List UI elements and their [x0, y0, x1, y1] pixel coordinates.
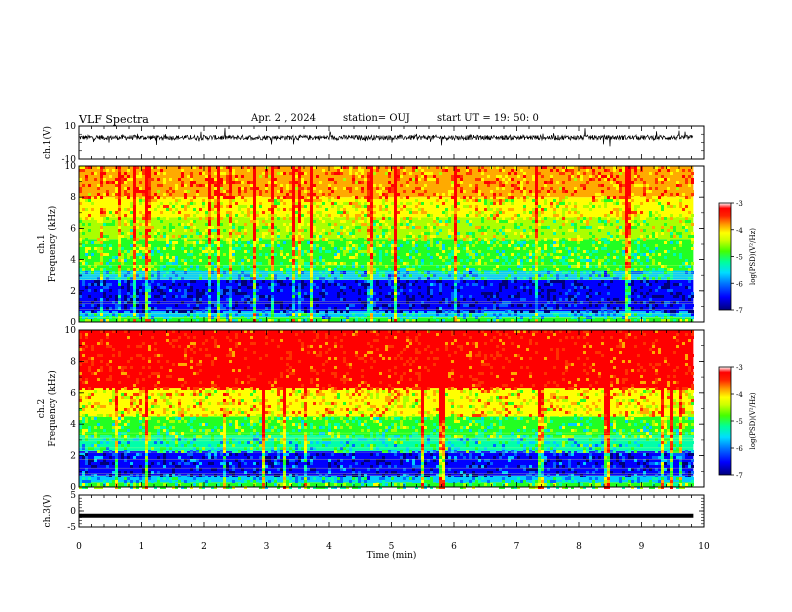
ch1-wave-ytick-label: 10: [65, 122, 77, 132]
ch2-spectrogram-colorbar-tick-label: -6: [736, 445, 743, 453]
ch3-wave-ytick-label: 0: [70, 507, 76, 517]
ch2-spectrogram-ylabel: Frequency (kHz): [47, 370, 58, 447]
ch2-spectrogram-ytick-label: 10: [65, 326, 77, 336]
ch1-spectrogram-ytick-label: 6: [70, 224, 76, 234]
ch2-spectrogram-colorbar-tick-label: -4: [736, 391, 743, 399]
ch1-spectrogram-ylabel: Frequency (kHz): [47, 206, 58, 283]
ch2-spectrogram-heatmap: [79, 330, 694, 489]
ch3-wave-ytick-label: 5: [70, 491, 76, 501]
ch3-waveform-ylabel: ch.3(V): [42, 495, 53, 528]
x-tick-label: 3: [264, 542, 270, 552]
ch1-spectrogram-colorbar: [718, 202, 732, 311]
ch1-spectrogram-channel-label: ch.1: [37, 234, 47, 253]
x-tick-label: 7: [514, 542, 520, 552]
x-tick-label: 5: [389, 542, 395, 552]
ch1-waveform-ylabel: ch.1(V): [42, 126, 53, 159]
ch1-spectrogram-colorbar-tick-label: -7: [736, 307, 743, 315]
ch1-spectrogram-band: [79, 317, 694, 322]
x-tick-label: 8: [576, 542, 582, 552]
x-axis-label: Time (min): [367, 550, 417, 561]
ch2-spectrogram-colorbar-tick-label: -7: [736, 472, 743, 480]
ch2-spectrogram-ytick-label: 8: [70, 357, 76, 367]
ch1-waveform-line: [78, 127, 694, 147]
ch2-spectrogram-channel-label: ch.2: [37, 399, 47, 418]
chart-title: VLF Spectra: [79, 113, 149, 126]
ch1-spectrogram-ytick-label: 8: [70, 193, 76, 203]
ch1-spectrogram-colorbar-tick-label: -3: [736, 200, 743, 208]
date-label: Apr. 2 , 2024: [251, 113, 317, 124]
ch1-spectrogram-ytick-label: 4: [70, 256, 76, 266]
x-tick-label: 6: [451, 542, 457, 552]
ch2-spectrogram-colorbar-label: log(PSD)(V²/Hz): [749, 392, 757, 449]
ch2-spectrogram-ytick-label: 2: [70, 452, 76, 462]
ch2-spectrogram-ytick-label: 4: [70, 420, 76, 430]
ch1-spectrogram-ytick-label: 0: [70, 318, 76, 328]
ch2-spectrogram-ytick-label: 6: [70, 389, 76, 399]
x-tick-label: 4: [326, 542, 332, 552]
start-time-label: start UT = 19: 50: 0: [437, 113, 539, 124]
ch2-spectrogram-ytick-label: 0: [70, 483, 76, 493]
x-tick-label: 9: [639, 542, 645, 552]
ch1-spectrogram-colorbar-label: log(PSD)(V²/Hz): [749, 228, 757, 285]
ch1-spectrogram-colorbar-tick-label: -5: [736, 254, 743, 262]
ch1-spectrogram-colorbar-tick-label: -6: [736, 280, 743, 288]
ch2-spectrogram-colorbar-tick-label: -3: [736, 364, 743, 372]
ch2-spectrogram-colorbar-tick-label: -5: [736, 418, 743, 426]
ch1-spectrogram-band: [79, 311, 694, 318]
ch1-spectrogram-colorbar-tick-label: -4: [736, 227, 743, 235]
x-tick-label: 10: [698, 542, 710, 552]
ch1-spectrogram-ytick-label: 2: [70, 287, 76, 297]
ch1-spectrogram-heatmap: [79, 166, 694, 322]
ch1-spectrogram-ytick-label: 10: [65, 162, 77, 172]
ch3-wave-ytick-label: -5: [67, 523, 76, 533]
ch2-spectrogram-colorbar: [718, 366, 732, 476]
station-label: station= OUJ: [343, 113, 410, 124]
ch2-spectrogram-band: [79, 476, 694, 483]
x-tick-label: 1: [139, 542, 145, 552]
x-tick-label: 0: [76, 542, 82, 552]
x-tick-label: 2: [201, 542, 207, 552]
ch1-spectrogram-band: [79, 270, 694, 280]
ch1-wave-ytick-label: -10: [62, 155, 77, 165]
